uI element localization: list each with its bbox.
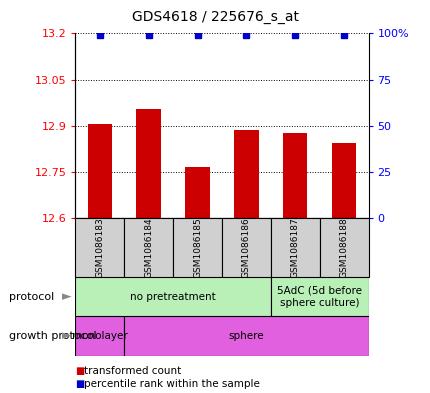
Text: GSM1086185: GSM1086185 [193,217,202,278]
Text: ■: ■ [75,366,84,376]
Text: GDS4618 / 225676_s_at: GDS4618 / 225676_s_at [132,10,298,24]
Bar [331,143,356,218]
Text: ■: ■ [75,379,84,389]
Bar [185,167,209,218]
Text: percentile rank within the sample: percentile rank within the sample [84,379,259,389]
Bar [124,316,368,356]
Text: GSM1086187: GSM1086187 [290,217,299,278]
Bar [233,130,258,218]
Bar [87,124,112,218]
Bar [270,277,368,316]
Bar [75,218,124,277]
Bar [75,316,124,356]
Text: ►: ► [62,329,71,343]
Text: no pretreatment: no pretreatment [130,292,215,302]
Bar [221,218,270,277]
Bar [283,134,307,218]
Text: monolayer: monolayer [72,331,127,341]
Text: GSM1086183: GSM1086183 [95,217,104,278]
Text: GSM1086188: GSM1086188 [339,217,348,278]
Text: growth protocol: growth protocol [9,331,96,341]
Text: sphere: sphere [228,331,264,341]
Text: transformed count: transformed count [84,366,181,376]
Text: 5AdC (5d before
sphere culture): 5AdC (5d before sphere culture) [276,286,361,307]
Text: ►: ► [62,290,71,303]
Bar [136,109,160,218]
Text: GSM1086186: GSM1086186 [241,217,250,278]
Bar [75,277,270,316]
Text: protocol: protocol [9,292,54,302]
Bar [319,218,368,277]
Bar [124,218,173,277]
Text: GSM1086184: GSM1086184 [144,217,153,278]
Bar [270,218,319,277]
Bar [173,218,221,277]
